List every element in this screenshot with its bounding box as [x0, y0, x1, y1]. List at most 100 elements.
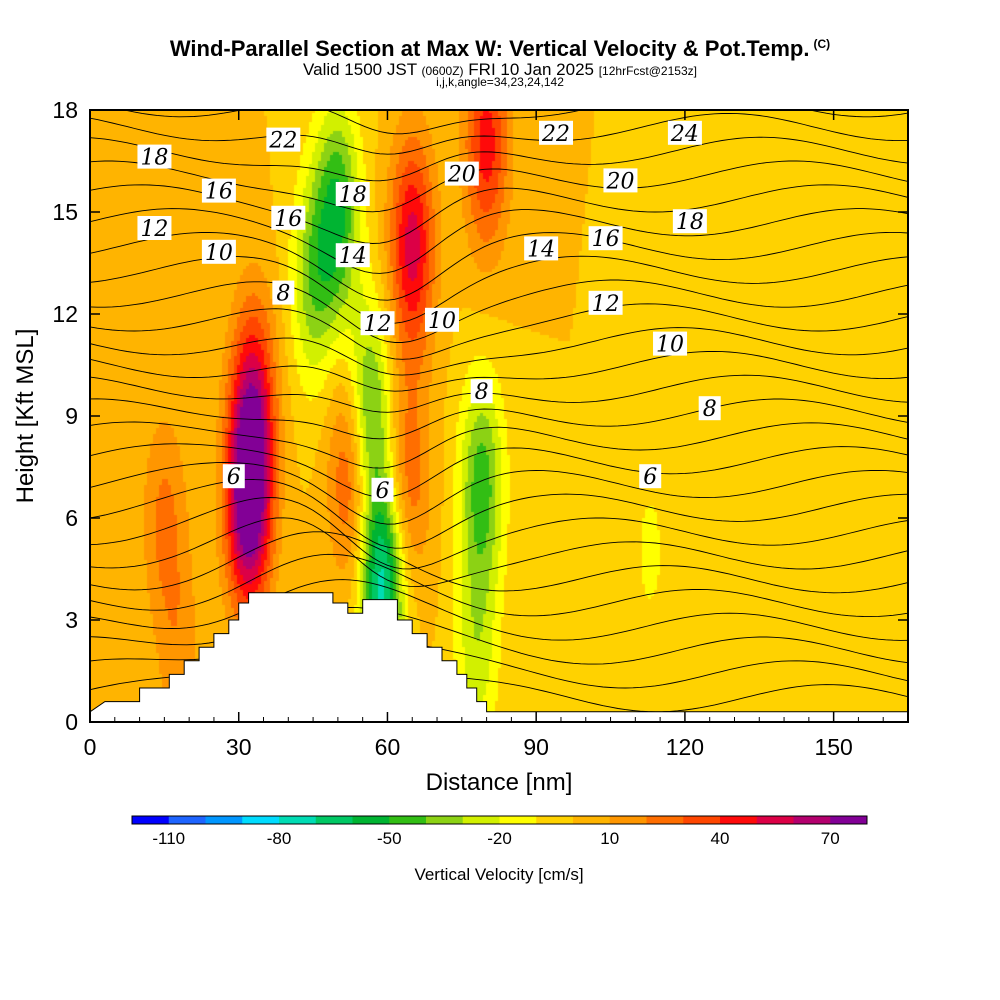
colorbar-swatch	[279, 816, 317, 824]
x-axis-label: Distance [nm]	[426, 769, 573, 796]
svg-text:8: 8	[475, 380, 489, 405]
theta-contour-line	[90, 208, 908, 274]
y-tick-label: 3	[65, 607, 78, 633]
svg-text:16: 16	[205, 180, 233, 205]
theta-contour-label: 10	[201, 239, 236, 266]
x-tick-label: 60	[375, 734, 401, 760]
theta-contour-label: 6	[639, 464, 662, 490]
theta-contour-label: 18	[137, 144, 172, 171]
svg-text:6: 6	[375, 479, 389, 504]
theta-contour-line	[90, 231, 908, 301]
theta-contour-line	[90, 517, 908, 588]
svg-text:6: 6	[227, 465, 241, 490]
svg-text:18: 18	[140, 146, 168, 171]
svg-text:16: 16	[592, 227, 620, 252]
forecast-info: [12hrFcst@2153z]	[598, 64, 697, 78]
colorbar-swatch	[756, 816, 794, 824]
svg-text:16: 16	[274, 207, 302, 232]
theta-contour-label: 8	[698, 396, 721, 422]
theta-contour-label: 14	[524, 236, 559, 262]
y-axis: 0 3 6 9 12 15 18	[52, 97, 908, 735]
svg-text:12: 12	[364, 312, 392, 337]
colorbar-tick-label: 70	[821, 829, 840, 848]
svg-text:8: 8	[703, 397, 717, 422]
theta-contour-line	[90, 112, 908, 155]
svg-text:22: 22	[541, 122, 570, 147]
svg-text:14: 14	[339, 244, 367, 269]
colorbar-ticks: -110 -80 -50 -20 10 40 70	[152, 829, 839, 848]
colorbar-swatch	[830, 816, 868, 824]
svg-text:12: 12	[140, 217, 168, 242]
y-tick-label: 15	[52, 199, 78, 225]
colorbar-swatch	[242, 816, 280, 824]
svg-text:18: 18	[339, 183, 367, 208]
theta-contour-label: 10	[653, 331, 688, 358]
svg-text:10: 10	[428, 309, 456, 334]
theta-contour-label: 22	[539, 120, 574, 147]
chart-title: Wind-Parallel Section at Max W: Vertical…	[0, 36, 1000, 62]
theta-contour-line	[90, 279, 908, 343]
theta-contour-label: 18	[672, 209, 707, 235]
copyright-mark: (C)	[813, 36, 831, 51]
x-tick-label: 120	[666, 734, 704, 760]
colorbar-swatch	[646, 816, 684, 824]
theta-contour-line	[90, 398, 908, 440]
theta-contour-line	[90, 374, 908, 413]
theta-contour-line	[90, 327, 908, 376]
chart-title-text: Wind-Parallel Section at Max W: Vertical…	[169, 36, 810, 61]
theta-contour-label: 12	[588, 290, 623, 317]
theta-contour-line	[90, 350, 908, 392]
theta-contour-label: 14	[335, 243, 370, 269]
theta-contour-label: 16	[588, 226, 623, 252]
theta-contour-line	[90, 136, 908, 182]
theta-contour-label: 6	[222, 464, 245, 490]
theta-contour-label: 18	[335, 182, 370, 208]
terrain	[90, 592, 908, 722]
svg-text:24: 24	[670, 122, 699, 147]
colorbar-swatch	[536, 816, 574, 824]
colorbar-swatch	[720, 816, 758, 824]
theta-contour-label: 16	[271, 205, 306, 232]
svg-text:10: 10	[656, 333, 684, 358]
colorbar-swatch	[609, 816, 647, 824]
colorbar-label: Vertical Velocity [cm/s]	[414, 865, 583, 884]
theta-contour-label: 20	[444, 161, 479, 188]
valid-date: FRI 10 Jan 2025	[468, 60, 594, 79]
theta-contour-label: 24	[667, 120, 702, 147]
theta-contour-label: 12	[360, 311, 395, 337]
theta-contour-line	[122, 110, 908, 135]
theta-contour-line	[90, 531, 908, 594]
svg-text:20: 20	[447, 163, 476, 188]
svg-text:18: 18	[676, 210, 704, 235]
svg-text:6: 6	[643, 465, 657, 490]
svg-text:10: 10	[205, 241, 233, 266]
x-axis: 0 30 60 90 120 150	[84, 110, 884, 760]
colorbar-tick-label: 40	[711, 829, 730, 848]
y-tick-label: 6	[65, 505, 78, 531]
colorbar-swatch	[389, 816, 427, 824]
x-tick-label: 150	[814, 734, 852, 760]
y-axis-label: Height [Kft MSL]	[12, 329, 39, 504]
valid-time: Valid 1500 JST	[303, 60, 417, 79]
theta-contour-line	[90, 443, 908, 498]
theta-contours	[90, 110, 908, 713]
svg-text:8: 8	[276, 282, 290, 307]
theta-contour-label: 16	[201, 178, 236, 205]
colorbar-swatch	[168, 816, 206, 824]
svg-text:14: 14	[527, 237, 555, 262]
x-tick-label: 30	[226, 734, 252, 760]
colorbar-tick-label: 10	[600, 829, 619, 848]
theta-contour-label: 6	[371, 477, 394, 504]
colorbar-tick-label: -80	[267, 829, 292, 848]
y-tick-label: 18	[52, 97, 78, 123]
colorbar-swatch	[205, 816, 243, 824]
colorbar-swatch	[462, 816, 500, 824]
x-tick-label: 90	[523, 734, 549, 760]
colorbar-tick-label: -50	[377, 829, 402, 848]
theta-contour-line	[90, 421, 908, 469]
colorbar-swatch	[499, 816, 537, 824]
y-tick-label: 0	[65, 709, 78, 735]
colorbar-swatch	[573, 816, 611, 824]
colorbar-swatch	[315, 816, 353, 824]
